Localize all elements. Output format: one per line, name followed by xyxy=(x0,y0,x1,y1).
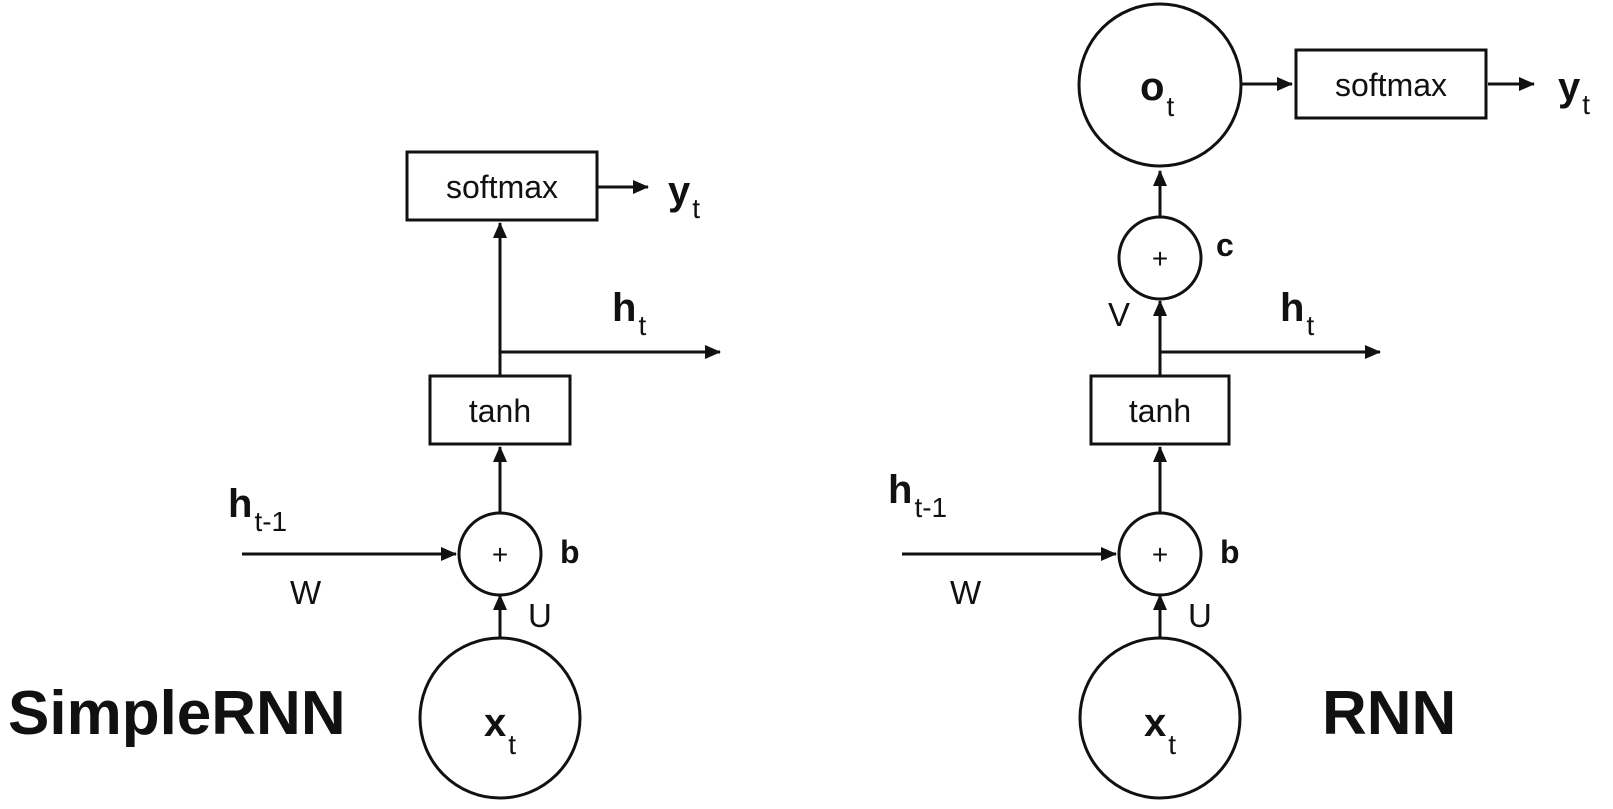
softmax-box xyxy=(1294,48,1488,120)
input-label: xt xyxy=(484,701,516,760)
hidden-prev-label: ht-1 xyxy=(228,482,287,537)
bias-label: b xyxy=(560,534,580,570)
tanh-box xyxy=(1089,374,1231,446)
softmax-label: softmax xyxy=(446,169,558,205)
sum-node-c xyxy=(1117,215,1203,301)
input-node xyxy=(1078,636,1242,800)
tanh-box xyxy=(428,374,572,446)
bias-c-label: c xyxy=(1216,227,1234,263)
output-node-label: ot xyxy=(1140,65,1174,122)
tanh-label: tanh xyxy=(469,393,531,429)
sum-symbol: + xyxy=(492,539,508,570)
weight-w-label: W xyxy=(950,574,982,611)
hidden-out-label: ht xyxy=(612,286,646,341)
bias-label: b xyxy=(1220,534,1240,570)
sum-c-symbol: + xyxy=(1152,243,1168,274)
tanh-label: tanh xyxy=(1129,393,1191,429)
simplernn-title: SimpleRNN xyxy=(8,679,346,748)
simplernn-diagram: + tanh softmax xt ht-1 ht yt W U b Simpl… xyxy=(8,150,721,800)
hidden-prev-label: ht-1 xyxy=(888,468,947,523)
weight-v-label: V xyxy=(1108,296,1130,333)
output-node xyxy=(1077,2,1243,168)
weight-u-label: U xyxy=(1188,597,1212,634)
sum-node xyxy=(457,511,543,597)
rnn-diagram-right: + + tanh softmax xt ot ht-1 ht yt W U V … xyxy=(888,2,1590,800)
weight-u-label: U xyxy=(528,597,552,634)
softmax-label: softmax xyxy=(1335,67,1447,103)
hidden-out-label: ht xyxy=(1280,286,1314,341)
input-node xyxy=(418,636,582,800)
output-label: yt xyxy=(1558,65,1590,120)
sum-node xyxy=(1117,511,1203,597)
output-label: yt xyxy=(668,169,700,224)
weight-w-label: W xyxy=(290,574,322,611)
softmax-box xyxy=(405,150,599,222)
sum-symbol: + xyxy=(1152,539,1168,570)
input-label: xt xyxy=(1144,701,1176,760)
rnn-title: RNN xyxy=(1322,679,1456,748)
